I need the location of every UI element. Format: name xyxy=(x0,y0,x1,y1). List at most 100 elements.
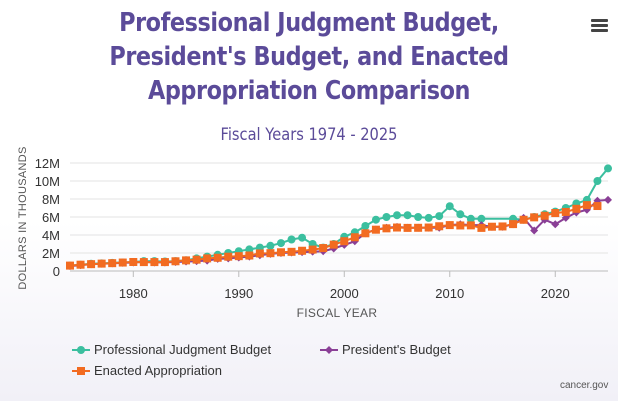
data-point[interactable] xyxy=(477,223,486,232)
data-point[interactable] xyxy=(466,214,475,223)
data-point[interactable] xyxy=(350,233,359,242)
data-point[interactable] xyxy=(424,223,433,232)
data-point[interactable] xyxy=(319,244,328,253)
data-point[interactable] xyxy=(498,222,507,231)
data-point[interactable] xyxy=(266,249,275,258)
data-point[interactable] xyxy=(414,223,423,232)
data-point[interactable] xyxy=(466,221,475,230)
x-tick-label: 2020 xyxy=(541,286,570,301)
data-point[interactable] xyxy=(287,235,296,244)
series-president-s-budget xyxy=(66,195,612,271)
y-tick-label: 8M xyxy=(42,192,60,207)
y-axis-title: DOLLARS IN THOUSANDS xyxy=(17,146,29,289)
data-point[interactable] xyxy=(182,256,191,265)
data-point[interactable] xyxy=(234,252,243,261)
data-point[interactable] xyxy=(340,237,349,246)
data-point[interactable] xyxy=(371,215,380,224)
data-point[interactable] xyxy=(150,258,159,267)
x-tick-label: 1990 xyxy=(224,286,253,301)
legend-label: Professional Judgment Budget xyxy=(94,342,272,357)
data-point[interactable] xyxy=(298,246,307,255)
data-point[interactable] xyxy=(593,202,602,211)
data-point[interactable] xyxy=(424,213,433,222)
data-point[interactable] xyxy=(329,240,338,249)
data-point[interactable] xyxy=(129,258,138,266)
data-point[interactable] xyxy=(118,258,127,267)
data-point[interactable] xyxy=(551,209,560,218)
data-point[interactable] xyxy=(192,255,201,264)
series-enacted-appropriation xyxy=(66,201,602,270)
data-point[interactable] xyxy=(203,254,212,263)
data-point[interactable] xyxy=(540,211,549,220)
hamburger-menu-icon[interactable] xyxy=(586,12,614,40)
data-point[interactable] xyxy=(308,245,317,254)
data-point[interactable] xyxy=(108,259,117,268)
data-point[interactable] xyxy=(276,248,285,257)
data-point[interactable] xyxy=(530,226,539,235)
data-point[interactable] xyxy=(393,223,402,232)
y-tick-label: 0 xyxy=(53,264,60,279)
chart-title: Professional Judgment Budget, President'… xyxy=(43,6,574,108)
data-point[interactable] xyxy=(266,241,275,250)
y-tick-label: 6M xyxy=(42,210,60,225)
data-point[interactable] xyxy=(572,204,581,213)
title-line: Professional Judgment Budget, xyxy=(119,8,499,38)
data-point[interactable] xyxy=(593,177,602,185)
square-marker-icon xyxy=(72,367,90,375)
data-point[interactable] xyxy=(66,261,74,270)
data-point[interactable] xyxy=(245,251,254,260)
data-point[interactable] xyxy=(403,211,412,220)
data-point[interactable] xyxy=(414,213,423,221)
legend-label: President's Budget xyxy=(342,342,451,357)
data-point[interactable] xyxy=(97,259,106,268)
data-point[interactable] xyxy=(160,258,169,267)
data-point[interactable] xyxy=(456,210,465,219)
data-point[interactable] xyxy=(276,239,285,248)
data-point[interactable] xyxy=(255,249,264,258)
data-point[interactable] xyxy=(382,213,391,221)
data-point[interactable] xyxy=(519,215,528,224)
series-line xyxy=(69,198,609,268)
x-tick-label: 2010 xyxy=(435,286,464,301)
data-point[interactable] xyxy=(509,220,518,229)
data-point[interactable] xyxy=(213,253,222,262)
data-point[interactable] xyxy=(403,223,412,232)
data-point[interactable] xyxy=(582,201,591,210)
circle-marker-icon xyxy=(72,346,90,354)
data-point[interactable] xyxy=(604,164,612,173)
diamond-marker-icon xyxy=(320,346,338,354)
data-point[interactable] xyxy=(76,260,85,269)
data-point[interactable] xyxy=(393,211,402,220)
data-point[interactable] xyxy=(445,202,454,211)
data-point[interactable] xyxy=(245,245,254,254)
chart-subtitle: Fiscal Years 1974 - 2025 xyxy=(220,125,398,145)
data-point[interactable] xyxy=(287,247,296,256)
data-point[interactable] xyxy=(382,224,391,233)
data-point[interactable] xyxy=(445,221,454,230)
y-tick-label: 2M xyxy=(42,246,60,261)
data-point[interactable] xyxy=(551,220,560,229)
data-point[interactable] xyxy=(224,252,233,261)
y-tick-label: 10M xyxy=(35,174,60,189)
data-point[interactable] xyxy=(435,212,444,221)
data-point[interactable] xyxy=(487,222,496,231)
x-axis-title: FISCAL YEAR xyxy=(297,306,378,320)
data-point[interactable] xyxy=(361,229,370,238)
data-point[interactable] xyxy=(171,257,180,266)
x-tick-label: 1980 xyxy=(119,286,148,301)
data-point[interactable] xyxy=(477,214,486,223)
data-point[interactable] xyxy=(298,233,307,242)
x-tick-label: 2000 xyxy=(330,286,359,301)
title-line: Appropriation Comparison xyxy=(147,76,471,106)
data-point[interactable] xyxy=(435,222,444,231)
data-point[interactable] xyxy=(371,225,380,234)
data-point[interactable] xyxy=(361,222,370,230)
data-point[interactable] xyxy=(561,207,570,216)
credit-link[interactable]: cancer.gov xyxy=(560,380,609,391)
data-point[interactable] xyxy=(139,258,148,267)
data-point[interactable] xyxy=(456,221,465,230)
data-point[interactable] xyxy=(87,260,96,269)
data-point[interactable] xyxy=(530,213,539,222)
data-point[interactable] xyxy=(604,195,612,204)
